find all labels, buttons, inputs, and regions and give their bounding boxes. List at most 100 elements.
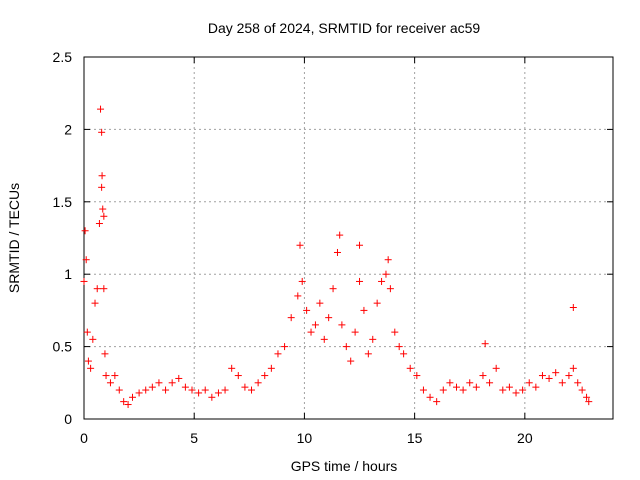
data-point — [453, 383, 461, 391]
x-tick-label: 15 — [407, 430, 423, 446]
data-point — [89, 335, 97, 343]
data-point — [281, 343, 289, 351]
data-point — [512, 389, 520, 397]
data-point — [128, 393, 136, 401]
data-point — [382, 270, 390, 278]
x-tick-label: 0 — [80, 430, 88, 446]
data-point — [175, 374, 183, 382]
y-tick-label: 2.5 — [53, 49, 73, 65]
data-point — [356, 241, 364, 249]
data-point — [578, 386, 586, 394]
plot-frame — [83, 56, 614, 420]
data-point — [208, 393, 216, 401]
data-point — [336, 231, 344, 239]
data-point — [338, 321, 346, 329]
data-point — [111, 372, 119, 380]
data-point — [433, 398, 441, 406]
data-point — [569, 364, 577, 372]
data-point — [311, 321, 319, 329]
data-point — [81, 227, 89, 235]
data-point — [333, 248, 341, 256]
x-tick-label: 10 — [297, 430, 313, 446]
data-point — [532, 383, 540, 391]
data-point — [87, 364, 95, 372]
data-point — [400, 350, 408, 358]
data-point — [221, 386, 229, 394]
data-point — [426, 393, 434, 401]
data-point — [419, 386, 427, 394]
grid — [84, 57, 613, 419]
data-point — [569, 304, 577, 312]
data-point — [115, 386, 123, 394]
data-point — [274, 350, 282, 358]
data-point — [97, 105, 105, 113]
data-point — [248, 386, 256, 394]
data-point — [100, 212, 108, 220]
x-tick-label: 5 — [190, 430, 198, 446]
data-point — [565, 372, 573, 380]
data-point — [481, 340, 489, 348]
data-point — [378, 277, 386, 285]
data-point — [98, 183, 106, 191]
data-point — [558, 379, 566, 387]
data-point — [124, 401, 132, 409]
data-point — [162, 386, 170, 394]
data-point — [267, 364, 275, 372]
data-point — [466, 379, 474, 387]
data-point — [439, 386, 447, 394]
data-point — [342, 343, 350, 351]
data-point — [545, 374, 553, 382]
data-point — [142, 386, 150, 394]
data-point — [505, 383, 513, 391]
data-point — [83, 328, 91, 336]
data-point — [525, 379, 533, 387]
data-point — [188, 386, 196, 394]
data-point — [102, 372, 110, 380]
data-point — [155, 379, 163, 387]
data-point — [84, 357, 92, 365]
data-point — [316, 299, 324, 307]
data-point — [148, 383, 156, 391]
y-tick-label: 2 — [64, 121, 72, 137]
data-point — [486, 379, 494, 387]
data-point — [329, 285, 337, 293]
data-point — [101, 350, 109, 358]
data-points — [80, 105, 593, 409]
data-point — [459, 386, 467, 394]
data-point — [294, 292, 302, 300]
data-point — [406, 364, 414, 372]
data-point — [168, 379, 176, 387]
data-point — [519, 386, 527, 394]
data-point — [93, 285, 101, 293]
y-tick-label: 0.5 — [53, 339, 73, 355]
data-point — [120, 398, 128, 406]
data-point — [241, 383, 249, 391]
data-point — [364, 350, 372, 358]
data-point — [479, 372, 487, 380]
data-point — [228, 364, 236, 372]
data-point — [373, 299, 381, 307]
y-tick-label: 1 — [64, 266, 72, 282]
data-point — [296, 241, 304, 249]
data-point — [499, 386, 507, 394]
x-axis-label: GPS time / hours — [291, 458, 398, 474]
data-point — [98, 128, 106, 136]
data-point — [360, 306, 368, 314]
data-point — [80, 277, 88, 285]
data-point — [261, 372, 269, 380]
data-point — [351, 328, 359, 336]
data-point — [98, 172, 106, 180]
y-tick-label: 0 — [64, 411, 72, 427]
data-point — [552, 369, 560, 377]
data-point — [574, 379, 582, 387]
data-point — [384, 256, 392, 264]
axis-ticks: 0 0.5 1 1.5 2 2.5 0 5 10 15 20 — [53, 49, 613, 446]
data-point — [254, 379, 262, 387]
data-point — [325, 314, 333, 322]
data-point — [234, 372, 242, 380]
data-point — [386, 285, 394, 293]
data-point — [95, 220, 103, 228]
chart-title: Day 258 of 2024, SRMTID for receiver ac5… — [208, 20, 481, 36]
data-point — [391, 328, 399, 336]
